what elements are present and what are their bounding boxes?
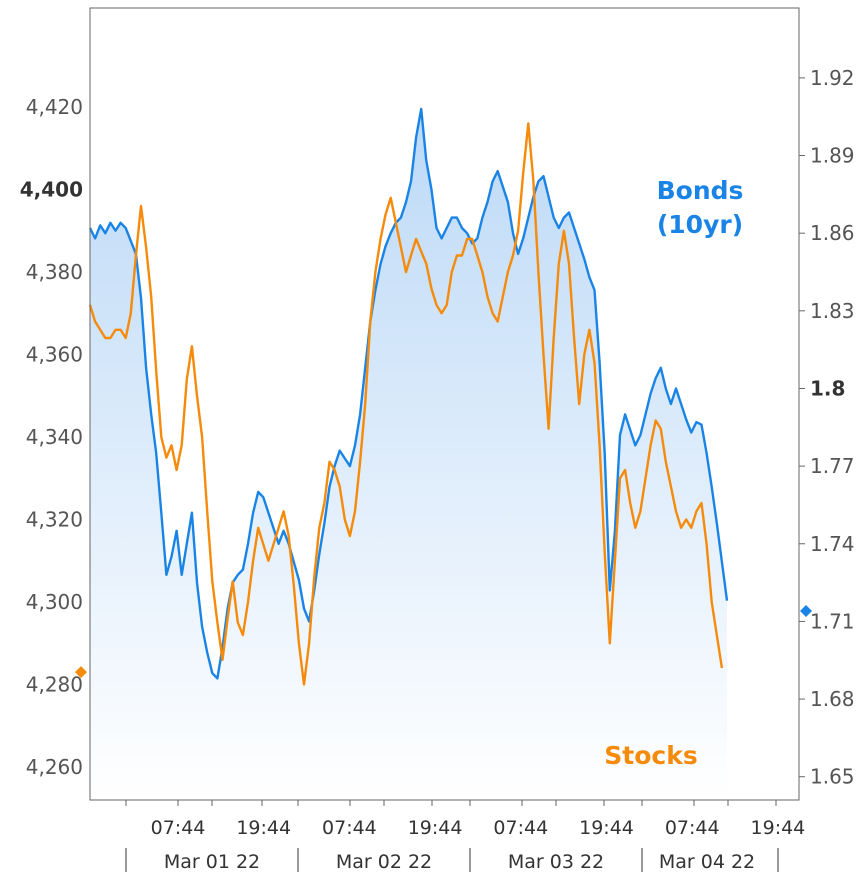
x-axis-tick-label: 07:44 bbox=[151, 817, 206, 839]
right-axis-tick-label: 1.92 bbox=[810, 66, 855, 90]
x-axis-tick-label: 19:44 bbox=[408, 817, 463, 839]
left-axis-tick-label: 4,360 bbox=[26, 343, 83, 367]
plot-frame bbox=[89, 7, 800, 801]
right-axis-tick-label: 1.89 bbox=[810, 144, 855, 168]
right-axis-tick-label: 1.71 bbox=[810, 609, 855, 633]
day-label: Mar 01 22 bbox=[164, 851, 260, 873]
x-axis-tick-label: 07:44 bbox=[322, 817, 377, 839]
left-axis-tick-label: 4,340 bbox=[26, 425, 83, 449]
plot-area bbox=[88, 107, 729, 800]
x-axis-tick-label: 07:44 bbox=[493, 817, 548, 839]
left-axis: 4,260 4,280 4,300 4,320 4,340 4,360 4,380 4,400… bbox=[20, 95, 83, 779]
right-axis-tick-label: 1.77 bbox=[810, 454, 855, 478]
bonds-series-label-line: (10yr) bbox=[657, 210, 743, 239]
x-axis-tick-label: 19:44 bbox=[579, 817, 634, 839]
right-axis: 1.65 1.68 1.71 1.74 1.77 1.8 1.83 1.86 1.89 1.92 bbox=[799, 66, 855, 789]
left-axis-tick-label: 4,320 bbox=[26, 508, 83, 532]
x-axis-tick-label: 19:44 bbox=[751, 817, 806, 839]
bonds-series-line bbox=[88, 107, 729, 680]
day-labels: Mar 01 22 Mar 02 22 Mar 03 22 Mar 04 22 bbox=[125, 848, 779, 873]
stocks-series-line bbox=[88, 122, 724, 686]
left-axis-tick-label: 4,300 bbox=[26, 590, 83, 614]
x-axis: 07:44 19:44 07:44 19:44 07:44 19:44 07:44 19:44 bbox=[125, 800, 806, 839]
right-axis-tick-label: 1.83 bbox=[810, 299, 855, 323]
x-axis-tick-label: 07:44 bbox=[665, 817, 720, 839]
bonds-area-fill bbox=[90, 108, 727, 800]
bonds-latest-marker bbox=[800, 605, 812, 618]
left-axis-tick-label: 4,260 bbox=[26, 755, 83, 779]
left-axis-tick-label: 4,380 bbox=[26, 260, 83, 284]
x-axis-tick-label: 19:44 bbox=[236, 817, 291, 839]
left-axis-tick-label: 4,280 bbox=[26, 673, 83, 697]
bonds-series-label: Bonds (10yr) bbox=[657, 176, 744, 239]
day-label: Mar 02 22 bbox=[336, 851, 432, 873]
right-axis-tick-label: 1.74 bbox=[810, 532, 855, 556]
right-axis-tick-label: 1.68 bbox=[810, 687, 855, 711]
left-axis-tick-label: 4,420 bbox=[26, 95, 83, 119]
right-axis-tick-label: 1.65 bbox=[810, 765, 855, 789]
stocks-series-label: Stocks bbox=[604, 741, 697, 770]
right-axis-tick-label: 1.8 bbox=[810, 376, 845, 400]
left-axis-tick-label: 4,400 bbox=[20, 178, 83, 202]
bonds-series-label-line: Bonds bbox=[657, 176, 744, 205]
right-axis-tick-label: 1.86 bbox=[810, 221, 855, 245]
day-label: Mar 03 22 bbox=[508, 851, 604, 873]
day-label: Mar 04 22 bbox=[659, 851, 755, 873]
stocks-latest-marker bbox=[75, 666, 87, 679]
